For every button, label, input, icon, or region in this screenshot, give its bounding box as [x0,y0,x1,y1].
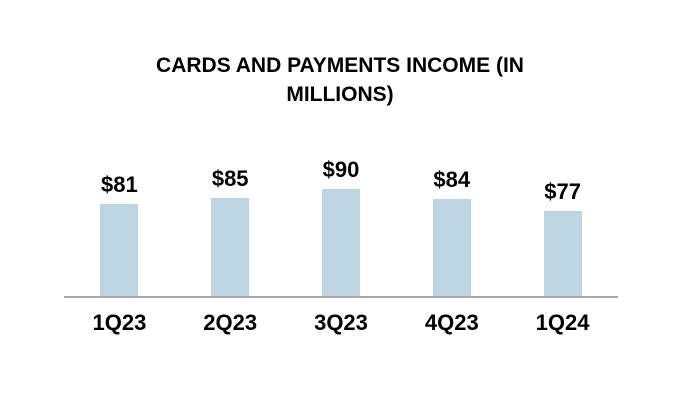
bar-group-4q23: $84 [396,140,507,296]
x-axis-tick-row: 1Q23 2Q23 3Q23 4Q23 1Q24 [64,309,618,337]
x-axis-tick-label: 1Q24 [535,310,590,335]
bar [100,204,139,296]
bar-group-1q23: $81 [64,140,175,296]
x-axis-line [64,296,618,298]
x-axis-tick-label: 3Q23 [314,310,368,335]
bar-group-3q23: $90 [286,140,397,296]
bar [432,199,471,296]
plot-area: $81 $85 $90 $84 $77 [64,140,618,296]
bar-group-1q24: $77 [507,140,618,296]
bar-group-2q23: $85 [175,140,286,296]
x-axis-tick-label: 2Q23 [203,310,258,335]
bar-value-label: $81 [101,172,138,197]
x-axis-tick-label: 1Q23 [92,310,147,335]
bar [321,189,360,296]
bar [211,198,250,296]
bar-value-label: $77 [544,179,581,204]
bar [543,211,582,296]
bar-value-label: $85 [211,166,249,191]
bars-container: $81 $85 $90 $84 $77 [64,140,618,296]
bar-value-label: $90 [322,157,360,182]
bar-value-label: $84 [433,167,471,192]
chart-title: CARDS AND PAYMENTS INCOME (IN MILLIONS) [156,54,524,106]
x-axis-tick-label: 4Q23 [424,310,479,335]
